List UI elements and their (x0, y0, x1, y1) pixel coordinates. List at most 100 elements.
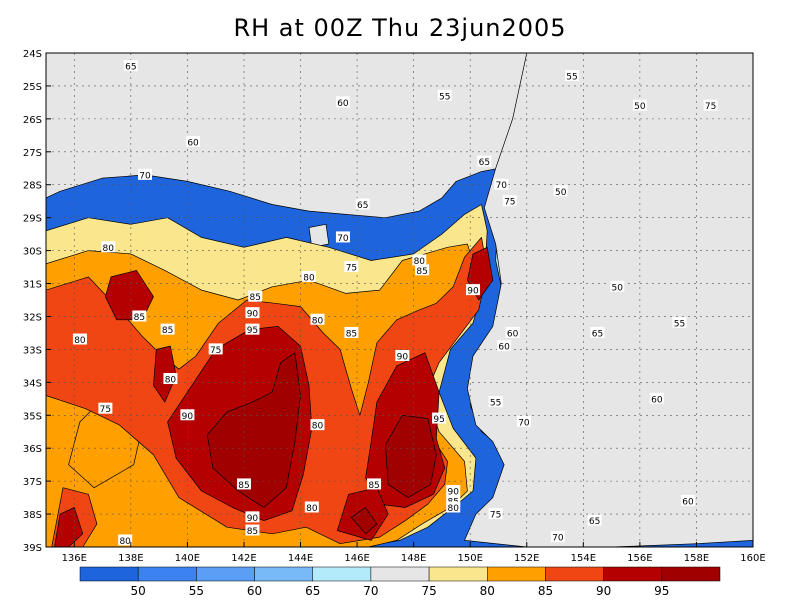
contour-label-bg (502, 195, 517, 207)
contour-label-bg (245, 323, 260, 335)
contour-label-bg (446, 485, 461, 497)
x-tick-label: 152E (514, 553, 539, 564)
contour-label-bg (432, 412, 447, 424)
y-tick-label: 38S (23, 510, 42, 521)
contour-label-bg (587, 514, 602, 526)
x-tick-label: 142E (231, 553, 256, 564)
contour-label-bg (565, 70, 580, 82)
contour-label-bg (505, 326, 520, 338)
colorbar-swatch-10 (661, 566, 721, 582)
contour-label-bg (610, 280, 625, 292)
contour-label-bg (304, 501, 319, 513)
contour-label-bg (123, 60, 138, 72)
x-tick-label: 136E (62, 553, 87, 564)
contour-label: 70 (496, 181, 508, 191)
contour-label-bg (553, 185, 568, 197)
x-tick-label: 160E (740, 553, 765, 564)
contour-label-bg (208, 343, 223, 355)
y-tick-label: 39S (23, 543, 42, 554)
contour-label-bg (248, 290, 263, 302)
contour-label-bg (477, 155, 492, 167)
contour-label: 90 (467, 287, 479, 297)
contour-label: 70 (139, 171, 151, 181)
contour-label: 90 (247, 310, 259, 320)
colorbar-swatch-1 (137, 566, 197, 582)
contour-label-bg (310, 313, 325, 325)
contour-label-bg (632, 99, 647, 111)
contour-label: 85 (368, 481, 379, 491)
contour-region-95-1 (385, 414, 437, 498)
x-axis-ticks: 136E 138E 140E 142E 144E 146E 148E 150E 152E 154E… (62, 542, 766, 564)
contour-label: 80 (306, 504, 318, 514)
plot-frame (45, 52, 754, 548)
contour-label-bg (118, 534, 133, 546)
colorbar-swatch-8 (545, 566, 604, 582)
contour-region-70-1 (464, 53, 753, 547)
contour-label: 70 (518, 418, 530, 428)
y-tick-label: 26S (23, 115, 42, 126)
contour-label: 70 (337, 234, 349, 244)
y-tick-label: 37S (23, 477, 42, 488)
contour-label: 75 (210, 346, 221, 356)
contour-label: 95 (433, 415, 444, 425)
contour-label-bg (344, 326, 359, 338)
contour-label-bg (132, 310, 147, 322)
contour-region-70-3 (308, 223, 330, 248)
colorbar-swatch-0 (79, 566, 139, 582)
contour-label: 55 (439, 92, 450, 102)
contour-label-bg (163, 373, 178, 385)
y-tick-label: 31S (23, 280, 42, 291)
colorbar-swatch-3 (254, 566, 313, 582)
contour-label: 90 (182, 412, 194, 422)
contour-label: 80 (312, 316, 324, 326)
x-tick-label: 150E (457, 553, 482, 564)
colorbar-swatch-5 (370, 566, 430, 582)
contour-label-bg (355, 198, 370, 210)
contour-label: 75 (100, 405, 111, 415)
contour-label-bg (180, 409, 195, 421)
x-tick-label: 148E (401, 553, 426, 564)
colorbar-swatch-4 (312, 566, 372, 582)
contour-label: 65 (357, 201, 368, 211)
chart-title: RH at 00Z Thu 23jun2005 (233, 14, 567, 42)
contour-label: 80 (74, 336, 86, 346)
contour-label: 85 (346, 329, 357, 339)
contour-label-bg (446, 501, 461, 513)
contour-label-bg (680, 494, 695, 506)
colorbar-label: 55 (189, 584, 204, 598)
colorbar-label: 65 (305, 584, 320, 598)
contour-label: 70 (552, 534, 564, 544)
contour-label: 65 (125, 63, 136, 73)
contour-label: 60 (507, 329, 519, 339)
contour-label: 75 (490, 511, 501, 521)
y-tick-label: 27S (23, 148, 42, 159)
x-tick-label: 156E (627, 553, 652, 564)
colorbar-label: 50 (131, 584, 146, 598)
contour-label-bg (236, 478, 251, 490)
contour-label: 60 (498, 343, 510, 353)
contour-label-bg (488, 508, 503, 520)
contour-label-bg (703, 99, 718, 111)
contour-label: 60 (682, 497, 694, 507)
y-tick-label: 36S (23, 444, 42, 455)
contour-label-bg (245, 524, 260, 536)
contour-label: 75 (504, 198, 515, 208)
contour-label-bg (335, 231, 350, 243)
colorbar-swatch-9 (603, 566, 663, 582)
contour-label: 50 (555, 188, 567, 198)
contour-label-bg (160, 323, 175, 335)
contour-label-bg (302, 270, 317, 282)
colorbar-swatch-6 (428, 566, 488, 582)
contour-label: 65 (592, 329, 603, 339)
colorbar-label: 60 (247, 584, 262, 598)
contour-label-bg (494, 178, 509, 190)
contour-region-95-2 (351, 507, 378, 535)
contour-fills (46, 53, 753, 547)
contour-label-bg (310, 419, 325, 431)
contour-label: 80 (414, 257, 426, 267)
contour-label-bg (367, 478, 382, 490)
colorbar-label: 75 (421, 584, 436, 598)
y-tick-label: 30S (23, 247, 42, 258)
